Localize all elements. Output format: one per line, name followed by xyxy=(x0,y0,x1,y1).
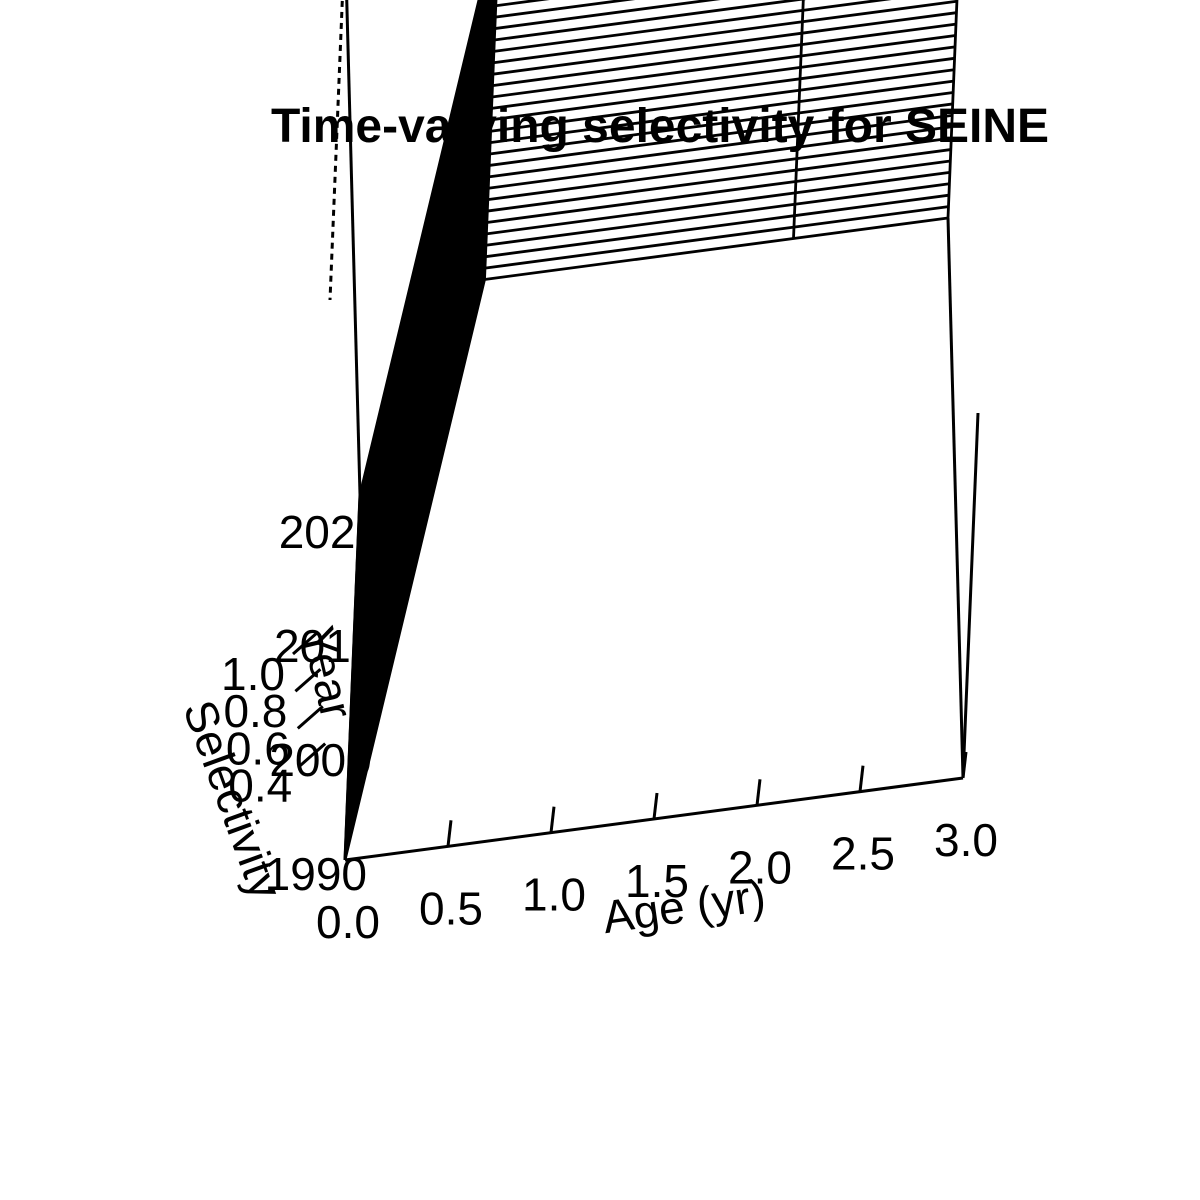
y-tick-label: 2000 xyxy=(269,734,371,786)
surface-line-year-2003 xyxy=(349,68,955,713)
box-edge-right-vertical xyxy=(946,217,965,779)
z-tick-label: 0.4 xyxy=(228,760,292,812)
z-axis: 0.40.60.81.0 xyxy=(221,630,327,812)
surface-line-year-2018 xyxy=(356,0,490,541)
x-tick-label: 3.0 xyxy=(934,814,998,866)
surface-line-age-3 xyxy=(946,0,959,219)
surface-line-year-2020 xyxy=(357,0,485,519)
x-tick-label: 1.0 xyxy=(522,869,586,921)
x-tick-label: 2.0 xyxy=(728,841,792,893)
surface-line-year-2009 xyxy=(352,0,958,644)
surface-line-year-2011 xyxy=(353,0,807,621)
surface-line-year-2005 xyxy=(350,45,956,690)
surface-line-year-1996 xyxy=(346,148,951,792)
surface-line-year-2001 xyxy=(348,91,954,735)
z-tick-label: 0.8 xyxy=(223,685,287,737)
surface-line-year-1994 xyxy=(345,170,951,815)
x-tick-label: 0.0 xyxy=(316,896,380,948)
surface-line-year-2012 xyxy=(353,0,721,610)
z-tick-label: 1.0 xyxy=(221,648,285,700)
surface-line-year-2015 xyxy=(355,0,497,576)
x-axis: 0.0 0.5 1.0 1.5 2.0 2.5 3.0 xyxy=(316,751,998,948)
surface-line-year-2022 xyxy=(358,0,481,496)
z-tick-mark xyxy=(294,668,322,693)
surface-line-year-2004 xyxy=(350,56,955,701)
surface-line-year-2007 xyxy=(351,22,957,667)
y-axis: 1990 2000 2010 2020 xyxy=(265,506,381,900)
x-tick-mark xyxy=(446,820,453,847)
surface-line-year-2014 xyxy=(354,0,550,587)
surface-line-year-2008 xyxy=(352,11,957,656)
surface-line-age-0.75 xyxy=(483,0,498,280)
surface-line-year-1995 xyxy=(345,159,951,804)
y-tick-label: 2020 xyxy=(279,506,381,558)
surface-line-year-2021 xyxy=(358,0,483,507)
x-tick-mark xyxy=(858,765,865,792)
surface-line-year-1997 xyxy=(346,136,952,781)
x-tick-label: 1.5 xyxy=(625,855,689,907)
x-tick-mark xyxy=(755,779,762,806)
selectivity-surface xyxy=(343,0,959,861)
z-tick-label: 0.6 xyxy=(226,722,290,774)
z-tick-mark xyxy=(299,742,327,767)
surface-line-year-1991 xyxy=(344,205,949,849)
surface-line-year-2019 xyxy=(357,0,488,530)
y-tick-label: 1990 xyxy=(265,848,367,900)
surface-line-age-0 xyxy=(343,494,362,861)
y-tick-label: 2010 xyxy=(274,620,376,672)
surface-line-year-2006 xyxy=(351,34,956,678)
surface-line-year-2000 xyxy=(348,102,953,747)
box-edge-right-bottom xyxy=(961,412,980,779)
x-tick-mark xyxy=(961,751,968,779)
surface-line-year-2010 xyxy=(353,0,892,633)
surface-line-year-1998 xyxy=(347,125,952,770)
z-tick-mark xyxy=(292,630,319,656)
x-tick-mark xyxy=(652,792,659,820)
x-tick-mark xyxy=(343,833,350,861)
surface-line-year-2017 xyxy=(356,0,492,553)
surface-line-age-2.25 xyxy=(792,0,805,239)
x-tick-label: 0.5 xyxy=(419,882,483,934)
surface-line-year-1992 xyxy=(344,193,950,838)
z-tick-mark xyxy=(296,705,324,730)
surface-line-year-1990 xyxy=(343,216,949,861)
surface-line-year-1999 xyxy=(347,113,953,758)
surface-line-year-2016 xyxy=(355,0,495,564)
box-edge-back-vertical xyxy=(345,0,362,496)
x-tick-mark xyxy=(549,806,556,833)
surface-line-year-2002 xyxy=(349,79,954,724)
surface-line-year-2013 xyxy=(354,0,636,598)
x-tick-label: 2.5 xyxy=(831,828,895,880)
surface-line-year-1993 xyxy=(345,182,950,827)
